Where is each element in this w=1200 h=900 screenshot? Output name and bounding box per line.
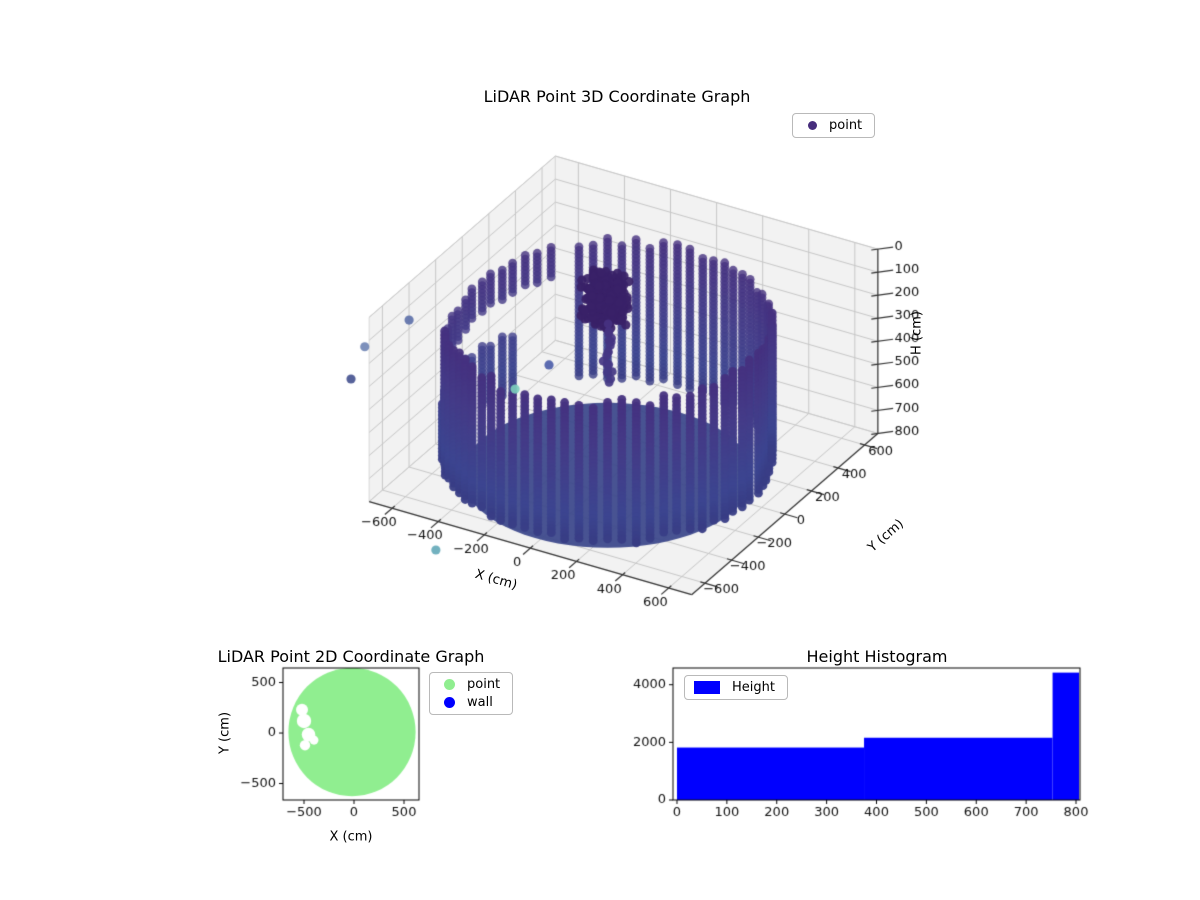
legend-entry-wall: wall <box>439 695 500 710</box>
point-marker-icon <box>808 121 817 130</box>
wall-marker-icon <box>444 697 455 708</box>
plot3d-title: LiDAR Point 3D Coordinate Graph <box>483 87 751 106</box>
point-marker-icon <box>444 679 455 690</box>
legend-label: wall <box>467 695 493 710</box>
height-swatch-icon <box>694 681 720 694</box>
plot2d-title: LiDAR Point 2D Coordinate Graph <box>217 647 485 666</box>
plot3d-haxis-label: H (cm) <box>909 311 925 355</box>
legend-label: point <box>467 677 501 692</box>
legend-label: point <box>829 118 863 133</box>
legend-entry-point: point <box>439 677 500 692</box>
plot2d-legend: point wall <box>429 672 514 715</box>
legend-entry-point: point <box>802 118 862 133</box>
plot2d-yaxis-label: Y (cm) <box>217 711 233 755</box>
legend-entry-height: Height <box>694 680 775 695</box>
histogram-title: Height Histogram <box>806 647 948 666</box>
plot3d-legend: point <box>792 113 876 138</box>
legend-label: Height <box>732 680 775 695</box>
histogram-legend: Height <box>684 675 788 700</box>
plot2d-xaxis-label: X (cm) <box>329 829 373 845</box>
